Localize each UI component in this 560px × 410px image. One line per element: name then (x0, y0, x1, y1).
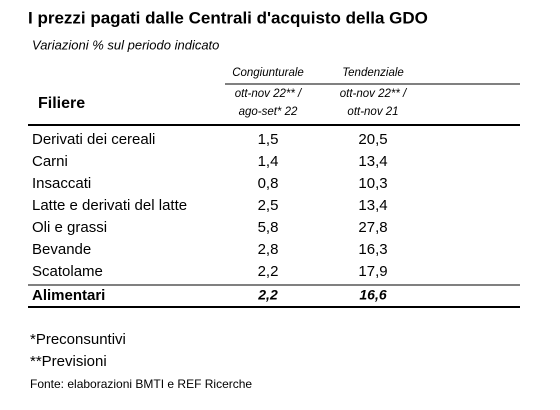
subtitle: Variazioni % sul periodo indicato (32, 37, 219, 52)
row-label: Bevande (32, 241, 91, 258)
cell: 13,4 (358, 197, 387, 214)
cell: 27,8 (358, 219, 387, 236)
note: **Previsioni (30, 353, 107, 370)
source: Fonte: elaborazioni BMTI e REF Ricerche (30, 377, 252, 391)
column-header: Tendenziale (342, 67, 404, 79)
cell: 17,9 (358, 263, 387, 280)
cell: 13,4 (358, 153, 387, 170)
row-label: Latte e derivati del latte (32, 197, 187, 214)
column-period: ott-nov 21 (347, 106, 398, 118)
column-header: Congiunturale (232, 67, 304, 79)
row-header: Filiere (38, 95, 85, 112)
column-period: ott-nov 22** / (340, 88, 408, 100)
total-label: Alimentari (32, 287, 105, 304)
column-period: ago-set* 22 (239, 106, 298, 118)
cell: 2,2 (258, 263, 279, 280)
total-cell: 2,2 (257, 287, 278, 303)
row-label: Oli e grassi (32, 219, 107, 236)
row-label: Insaccati (32, 175, 91, 192)
row-label: Carni (32, 153, 68, 170)
cell: 1,4 (258, 153, 279, 170)
row-label: Derivati dei cereali (32, 131, 155, 148)
column-period: ott-nov 22** / (235, 88, 303, 100)
total-cell: 16,6 (359, 287, 386, 303)
cell: 0,8 (258, 175, 279, 192)
cell: 16,3 (358, 241, 387, 258)
cell: 2,5 (258, 197, 279, 214)
cell: 10,3 (358, 175, 387, 192)
title: I prezzi pagati dalle Centrali d'acquist… (28, 8, 428, 27)
cell: 5,8 (258, 219, 279, 236)
note: *Preconsuntivi (30, 331, 126, 348)
cell: 2,8 (258, 241, 279, 258)
row-label: Scatolame (32, 263, 103, 280)
cell: 20,5 (358, 131, 387, 148)
cell: 1,5 (258, 131, 279, 148)
